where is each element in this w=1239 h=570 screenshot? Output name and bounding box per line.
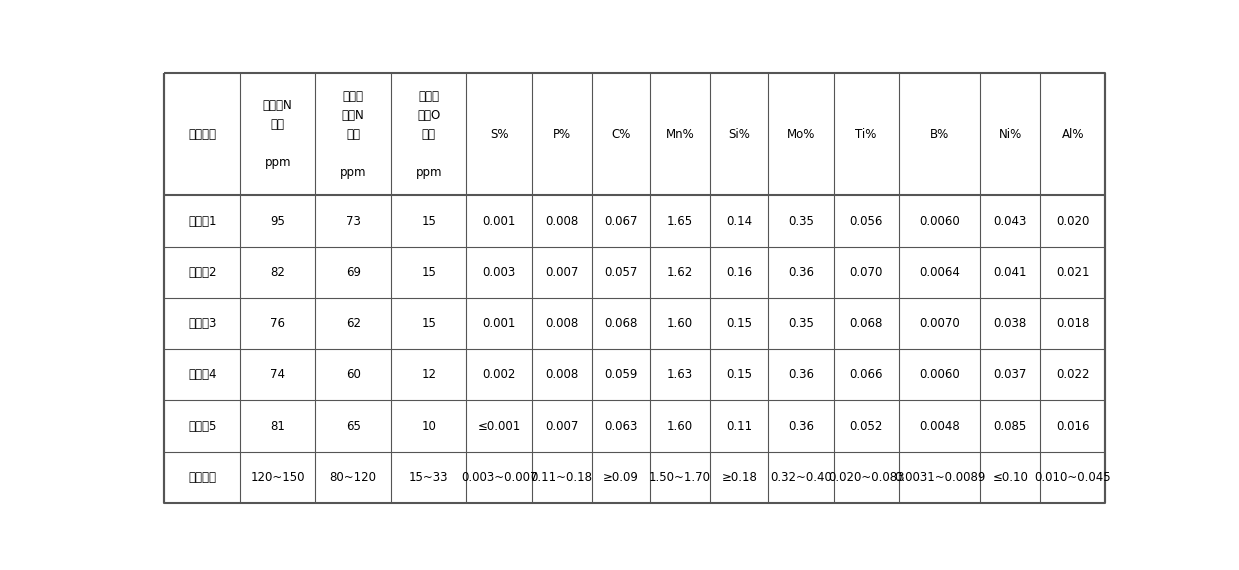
Text: 10: 10 <box>421 420 436 433</box>
Text: 0.068: 0.068 <box>605 317 638 330</box>
Text: Ni%: Ni% <box>999 128 1022 141</box>
Text: Al%: Al% <box>1062 128 1084 141</box>
Text: 0.008: 0.008 <box>545 368 579 381</box>
Text: 0.0048: 0.0048 <box>919 420 960 433</box>
Text: 实施例4: 实施例4 <box>188 368 217 381</box>
Text: 0.016: 0.016 <box>1056 420 1089 433</box>
Text: 0.057: 0.057 <box>605 266 638 279</box>
Text: 0.001: 0.001 <box>482 214 515 227</box>
Text: 15: 15 <box>421 266 436 279</box>
Text: 15~33: 15~33 <box>409 471 449 484</box>
Text: 65: 65 <box>346 420 361 433</box>
Text: 常规模式: 常规模式 <box>188 471 217 484</box>
Text: 实施例3: 实施例3 <box>188 317 217 330</box>
Text: 81: 81 <box>270 420 285 433</box>
Text: 69: 69 <box>346 266 361 279</box>
Text: Mo%: Mo% <box>787 128 815 141</box>
Text: ≤0.001: ≤0.001 <box>477 420 520 433</box>
Text: B%: B% <box>930 128 949 141</box>
Text: 82: 82 <box>270 266 285 279</box>
Text: 0.068: 0.068 <box>850 317 883 330</box>
Text: 0.002: 0.002 <box>482 368 515 381</box>
Text: 0.056: 0.056 <box>850 214 883 227</box>
Text: ≤0.10: ≤0.10 <box>992 471 1028 484</box>
Text: 95: 95 <box>270 214 285 227</box>
Text: 0.070: 0.070 <box>850 266 883 279</box>
Text: 0.007: 0.007 <box>545 266 579 279</box>
Text: 62: 62 <box>346 317 361 330</box>
Text: 0.0064: 0.0064 <box>919 266 960 279</box>
Text: 热轧盘
条中O
含量

ppm: 热轧盘 条中O 含量 ppm <box>415 89 442 178</box>
Text: 0.0060: 0.0060 <box>919 214 960 227</box>
Text: 80~120: 80~120 <box>330 471 377 484</box>
Text: C%: C% <box>611 128 631 141</box>
Text: 0.022: 0.022 <box>1056 368 1089 381</box>
Text: 0.36: 0.36 <box>788 368 814 381</box>
Text: 实施例1: 实施例1 <box>188 214 217 227</box>
Text: 76: 76 <box>270 317 285 330</box>
Text: 0.020~0.083: 0.020~0.083 <box>828 471 904 484</box>
Text: 0.36: 0.36 <box>788 420 814 433</box>
Text: 1.62: 1.62 <box>667 266 693 279</box>
Text: 0.038: 0.038 <box>994 317 1027 330</box>
Text: 0.020: 0.020 <box>1056 214 1089 227</box>
Text: 实施例5: 实施例5 <box>188 420 217 433</box>
Text: 0.0070: 0.0070 <box>919 317 960 330</box>
Text: 0.36: 0.36 <box>788 266 814 279</box>
Text: 0.35: 0.35 <box>788 317 814 330</box>
Text: 1.60: 1.60 <box>667 317 693 330</box>
Text: 0.066: 0.066 <box>850 368 883 381</box>
Text: 0.008: 0.008 <box>545 214 579 227</box>
Text: 0.041: 0.041 <box>994 266 1027 279</box>
Text: 0.059: 0.059 <box>605 368 638 381</box>
Text: 0.018: 0.018 <box>1056 317 1089 330</box>
Text: 1.63: 1.63 <box>667 368 693 381</box>
Text: ≥0.18: ≥0.18 <box>721 471 757 484</box>
Text: 15: 15 <box>421 214 436 227</box>
Text: 0.037: 0.037 <box>994 368 1027 381</box>
Text: 热轧盘
条中N
含量

ppm: 热轧盘 条中N 含量 ppm <box>339 89 367 178</box>
Text: 0.003: 0.003 <box>482 266 515 279</box>
Text: 0.008: 0.008 <box>545 317 579 330</box>
Text: 0.021: 0.021 <box>1056 266 1089 279</box>
Text: 0.32~0.40: 0.32~0.40 <box>769 471 831 484</box>
Text: S%: S% <box>489 128 508 141</box>
Text: 0.063: 0.063 <box>605 420 638 433</box>
Text: ≥0.09: ≥0.09 <box>603 471 639 484</box>
Text: P%: P% <box>553 128 571 141</box>
Text: 0.003~0.007: 0.003~0.007 <box>461 471 538 484</box>
Text: 0.35: 0.35 <box>788 214 814 227</box>
Text: 0.043: 0.043 <box>994 214 1027 227</box>
Text: 0.11~0.18: 0.11~0.18 <box>530 471 592 484</box>
Text: 0.16: 0.16 <box>726 266 752 279</box>
Text: 74: 74 <box>270 368 285 381</box>
Text: 0.085: 0.085 <box>994 420 1027 433</box>
Text: 0.007: 0.007 <box>545 420 579 433</box>
Text: 0.001: 0.001 <box>482 317 515 330</box>
Text: 0.0060: 0.0060 <box>919 368 960 381</box>
Text: 0.067: 0.067 <box>605 214 638 227</box>
Text: 0.010~0.045: 0.010~0.045 <box>1035 471 1111 484</box>
Text: 1.65: 1.65 <box>667 214 693 227</box>
Text: 12: 12 <box>421 368 436 381</box>
Text: Mn%: Mn% <box>665 128 694 141</box>
Text: 1.60: 1.60 <box>667 420 693 433</box>
Text: 0.15: 0.15 <box>726 368 752 381</box>
Text: 铸坯中N
含量

ppm: 铸坯中N 含量 ppm <box>263 99 292 169</box>
Text: 73: 73 <box>346 214 361 227</box>
Text: 0.0031~0.0089: 0.0031~0.0089 <box>893 471 985 484</box>
Text: 120~150: 120~150 <box>250 471 305 484</box>
Text: 0.052: 0.052 <box>850 420 883 433</box>
Text: 实施例2: 实施例2 <box>188 266 217 279</box>
Text: 15: 15 <box>421 317 436 330</box>
Text: 0.15: 0.15 <box>726 317 752 330</box>
Text: Ti%: Ti% <box>855 128 877 141</box>
Text: 60: 60 <box>346 368 361 381</box>
Text: Si%: Si% <box>729 128 750 141</box>
Text: 0.11: 0.11 <box>726 420 752 433</box>
Text: 1.50~1.70: 1.50~1.70 <box>649 471 711 484</box>
Text: 0.14: 0.14 <box>726 214 752 227</box>
Text: 实施方案: 实施方案 <box>188 128 217 141</box>
